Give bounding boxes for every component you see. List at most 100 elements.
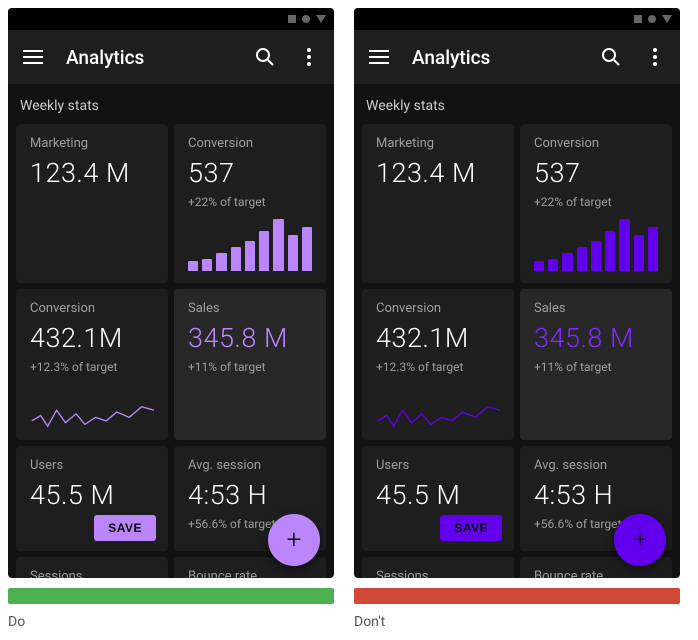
card-sub: +22% of target (534, 195, 658, 209)
card-label: Sessions (376, 569, 500, 578)
app-bar: Analytics (354, 30, 680, 84)
bar (273, 219, 283, 271)
bar (188, 261, 198, 271)
content: Weekly stats Marketing 123.4 M Conversio… (8, 84, 334, 578)
card-conversion-small[interactable]: Conversion 537 +22% of target (174, 124, 326, 283)
card-sessions[interactable]: Sessions 23,242 (16, 557, 168, 578)
card-value: 123.4 M (30, 157, 154, 189)
fab-add[interactable]: + (268, 514, 320, 566)
card-grid: Marketing 123.4 M Conversion 537 +22% of… (362, 124, 672, 578)
card-label: Marketing (30, 136, 154, 151)
card-sessions[interactable]: Sessions 23,242 (362, 557, 514, 578)
example-dont: Analytics Weekly stats Marketing 123.4 M… (354, 8, 680, 630)
card-value: 345.8 M (534, 322, 658, 354)
section-title: Weekly stats (16, 92, 326, 124)
card-users[interactable]: Users 45.5 M SAVE (16, 446, 168, 551)
bar (259, 231, 269, 271)
card-label: Sales (534, 301, 658, 316)
fab-add[interactable]: + (614, 514, 666, 566)
card-sales[interactable]: Sales 345.8 M +11% of target (520, 289, 672, 440)
menu-icon[interactable] (368, 46, 390, 68)
card-value: 345.8 M (188, 322, 312, 354)
card-sub: +12.3% of target (376, 360, 500, 374)
status-square-icon (288, 15, 296, 23)
card-marketing[interactable]: Marketing 123.4 M (362, 124, 514, 283)
menu-icon[interactable] (22, 46, 44, 68)
caption-do: Do (8, 614, 334, 630)
bar-chart (188, 219, 312, 271)
card-marketing[interactable]: Marketing 123.4 M (16, 124, 168, 283)
plus-icon: + (633, 525, 648, 555)
card-value: 432.1M (30, 322, 154, 354)
bar (288, 235, 298, 271)
search-icon[interactable] (254, 46, 276, 68)
card-label: Bounce rate (534, 569, 658, 578)
card-sub: +12.3% of target (30, 360, 154, 374)
card-label: Conversion (188, 136, 312, 151)
rule-dont (354, 588, 680, 604)
bar (534, 261, 544, 271)
search-icon[interactable] (600, 46, 622, 68)
status-triangle-icon (662, 15, 672, 23)
card-label: Conversion (534, 136, 658, 151)
card-label: Avg. session (188, 458, 312, 473)
status-circle-icon (648, 15, 656, 23)
card-value: 537 (534, 157, 658, 189)
appbar-title: Analytics (66, 46, 232, 69)
status-bar (8, 8, 334, 30)
card-label: Conversion (30, 301, 154, 316)
content: Weekly stats Marketing 123.4 M Conversio… (354, 84, 680, 578)
card-label: Conversion (376, 301, 500, 316)
caption-dont: Don't (354, 614, 680, 630)
more-icon[interactable] (644, 46, 666, 68)
card-value: 4:53 H (188, 479, 312, 511)
spark-container (376, 388, 500, 428)
card-value: 45.5 M (376, 479, 500, 511)
status-circle-icon (302, 15, 310, 23)
status-square-icon (634, 15, 642, 23)
section-title: Weekly stats (362, 92, 672, 124)
bar (202, 259, 212, 271)
appbar-title: Analytics (412, 46, 578, 69)
sparkline (30, 388, 154, 436)
card-label: Bounce rate (188, 569, 312, 578)
more-icon[interactable] (298, 46, 320, 68)
card-conversion-big[interactable]: Conversion 432.1M +12.3% of target (362, 289, 514, 440)
bar (591, 241, 601, 271)
card-value: 45.5 M (30, 479, 154, 511)
card-label: Sales (188, 301, 312, 316)
bar (245, 241, 255, 271)
card-value: 537 (188, 157, 312, 189)
card-sub: +11% of target (534, 360, 658, 374)
bar (302, 227, 312, 271)
status-triangle-icon (316, 15, 326, 23)
card-users[interactable]: Users 45.5 M SAVE (362, 446, 514, 551)
card-sales[interactable]: Sales 345.8 M +11% of target (174, 289, 326, 440)
rule-do (8, 588, 334, 604)
card-value: 123.4 M (376, 157, 500, 189)
card-label: Users (30, 458, 154, 473)
example-do: Analytics Weekly stats Marketing 123.4 M… (8, 8, 334, 630)
card-sub: +11% of target (188, 360, 312, 374)
card-value: 432.1M (376, 322, 500, 354)
phone-mock-dont: Analytics Weekly stats Marketing 123.4 M… (354, 8, 680, 578)
bar (648, 227, 658, 271)
bar-chart (534, 219, 658, 271)
bar (577, 247, 587, 271)
phone-mock-do: Analytics Weekly stats Marketing 123.4 M… (8, 8, 334, 578)
save-button[interactable]: SAVE (94, 515, 156, 541)
card-sub: +22% of target (188, 195, 312, 209)
card-conversion-big[interactable]: Conversion 432.1M +12.3% of target (16, 289, 168, 440)
bar (619, 219, 629, 271)
card-label: Marketing (376, 136, 500, 151)
card-label: Users (376, 458, 500, 473)
card-value: 4:53 H (534, 479, 658, 511)
bar (634, 235, 644, 271)
bar (216, 253, 226, 271)
status-bar (354, 8, 680, 30)
bar (605, 231, 615, 271)
card-conversion-small[interactable]: Conversion 537 +22% of target (520, 124, 672, 283)
plus-icon: + (287, 525, 302, 555)
card-grid: Marketing 123.4 M Conversion 537 +22% of… (16, 124, 326, 578)
save-button[interactable]: SAVE (440, 515, 502, 541)
